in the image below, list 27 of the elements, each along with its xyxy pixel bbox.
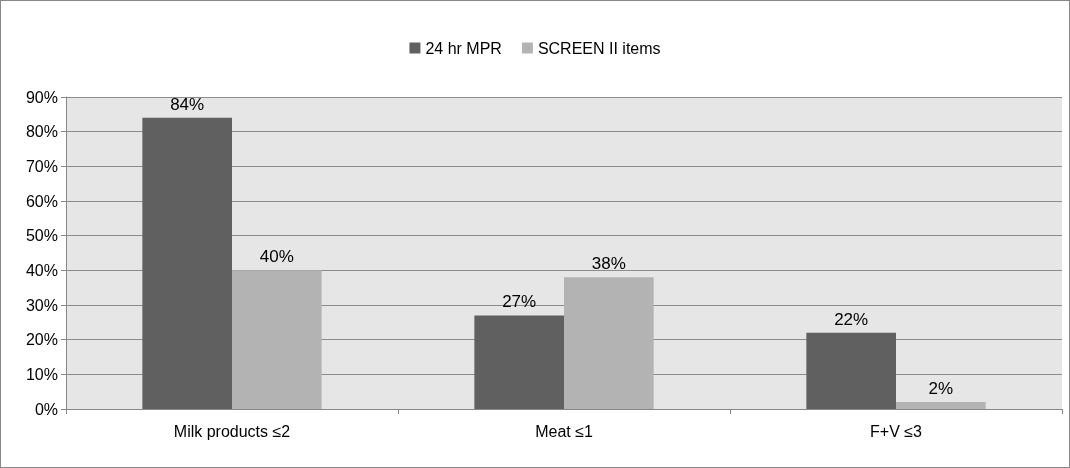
data-label: 27% bbox=[502, 292, 537, 312]
legend-label: SCREEN II items bbox=[537, 39, 661, 57]
y-tick-label: 40% bbox=[25, 261, 58, 279]
x-tick-label: F+V ≤3 bbox=[870, 422, 923, 440]
bar bbox=[564, 277, 654, 409]
y-tick-label: 30% bbox=[25, 296, 58, 314]
y-tick-label: 50% bbox=[25, 227, 58, 245]
data-label: 38% bbox=[591, 254, 626, 274]
legend-label: 24 hr MPR bbox=[425, 39, 502, 57]
y-tick-label: 60% bbox=[25, 192, 58, 210]
y-tick-label: 90% bbox=[25, 88, 58, 106]
data-label: 40% bbox=[259, 247, 294, 267]
x-tick-label: Milk products ≤2 bbox=[173, 422, 291, 440]
y-tick-label: 80% bbox=[25, 123, 58, 141]
bar bbox=[142, 117, 232, 409]
bar bbox=[232, 270, 322, 409]
y-tick-label: 0% bbox=[34, 400, 58, 418]
data-label: 84% bbox=[170, 94, 205, 114]
bar bbox=[896, 402, 986, 409]
y-tick-label: 70% bbox=[25, 157, 58, 175]
data-label: 22% bbox=[834, 309, 869, 329]
y-tick-label: 20% bbox=[25, 331, 58, 349]
x-tick-label: Meat ≤1 bbox=[535, 422, 593, 440]
bar bbox=[806, 332, 896, 409]
y-tick-label: 10% bbox=[25, 365, 58, 383]
data-label: 2% bbox=[928, 379, 954, 399]
bar bbox=[474, 315, 564, 409]
